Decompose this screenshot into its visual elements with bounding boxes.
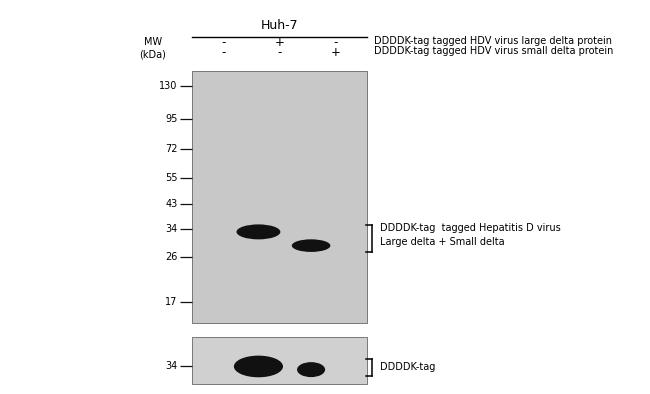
Text: -: - xyxy=(278,46,281,59)
Ellipse shape xyxy=(292,239,330,252)
Ellipse shape xyxy=(297,362,325,377)
Text: MW
(kDa): MW (kDa) xyxy=(139,37,166,59)
Text: DDDDK-tag tagged HDV virus large delta protein: DDDDK-tag tagged HDV virus large delta p… xyxy=(374,35,612,46)
Text: 34: 34 xyxy=(165,224,177,234)
Text: DDDDK-tag  tagged Hepatitis D virus
Large delta + Small delta: DDDDK-tag tagged Hepatitis D virus Large… xyxy=(380,223,561,247)
Text: 26: 26 xyxy=(165,252,177,262)
Text: 130: 130 xyxy=(159,81,177,91)
Text: 55: 55 xyxy=(165,173,177,182)
Text: 72: 72 xyxy=(165,144,177,154)
Text: +: + xyxy=(331,46,341,59)
Text: 17: 17 xyxy=(165,297,177,307)
Bar xyxy=(192,337,367,384)
Ellipse shape xyxy=(237,225,280,240)
Text: -: - xyxy=(221,46,226,59)
Text: DDDDK-tag: DDDDK-tag xyxy=(380,362,436,372)
Bar xyxy=(192,71,367,323)
Ellipse shape xyxy=(234,356,283,377)
Text: 43: 43 xyxy=(165,199,177,209)
Text: -: - xyxy=(221,36,226,49)
Text: DDDDK-tag tagged HDV virus small delta protein: DDDDK-tag tagged HDV virus small delta p… xyxy=(374,46,613,56)
Text: Huh-7: Huh-7 xyxy=(261,19,298,32)
Text: +: + xyxy=(274,36,285,49)
Text: -: - xyxy=(333,36,338,49)
Text: 95: 95 xyxy=(165,115,177,125)
Text: 34: 34 xyxy=(165,361,177,372)
